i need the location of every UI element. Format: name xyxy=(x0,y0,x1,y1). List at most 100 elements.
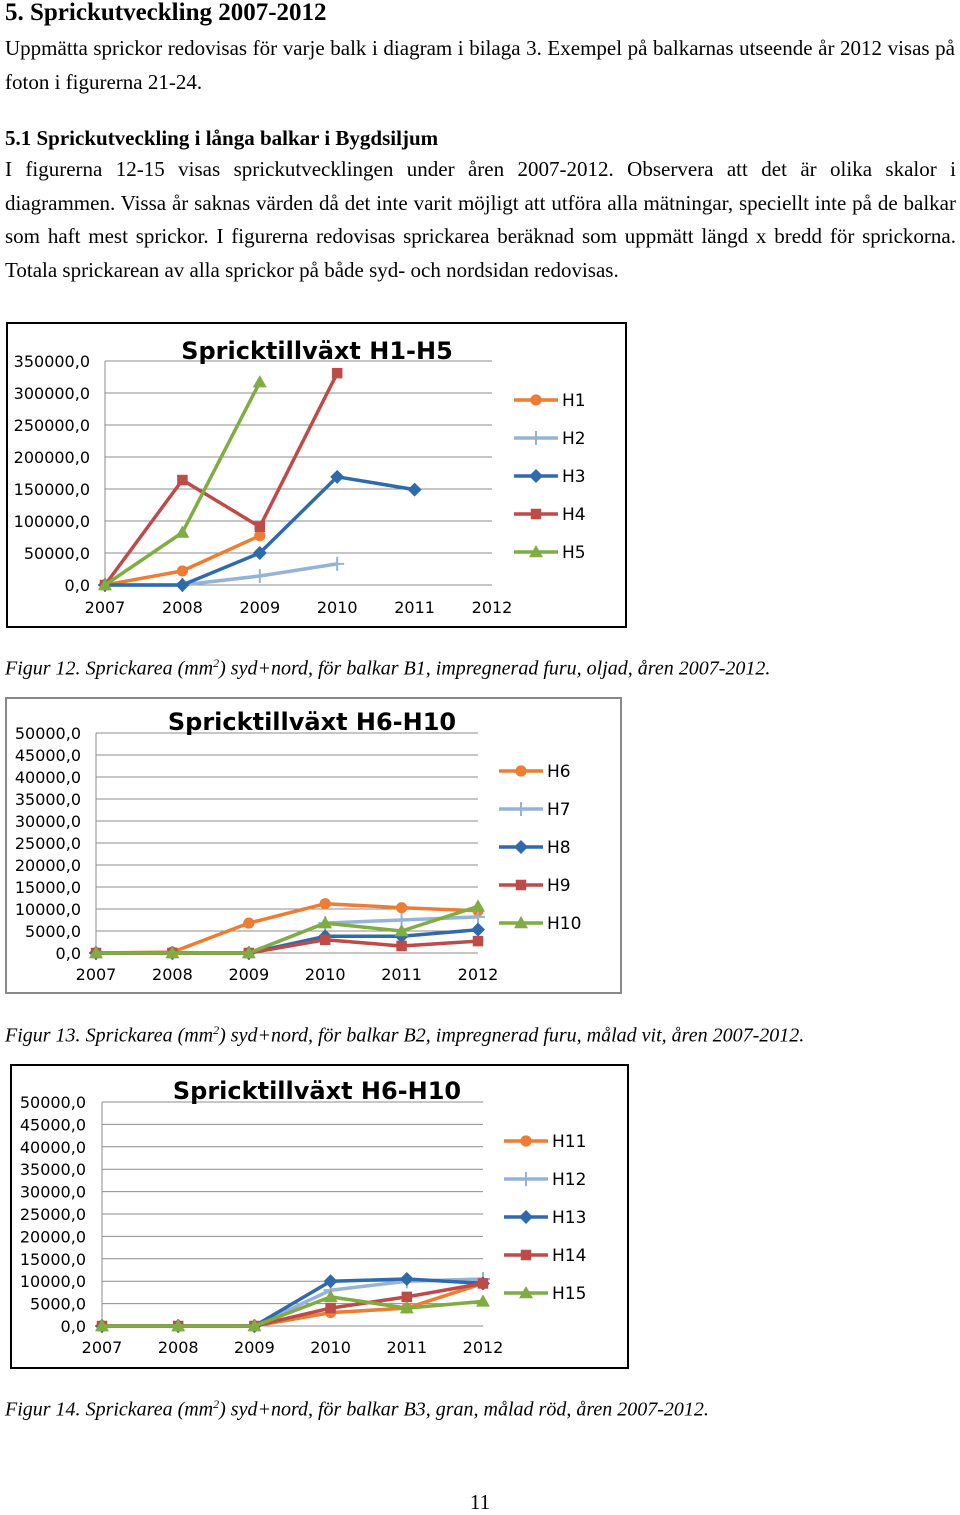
y-tick-label: 35000,0 xyxy=(20,1160,86,1179)
y-tick-label: 0,0 xyxy=(61,1317,86,1336)
legend-item: H9 xyxy=(499,876,571,896)
data-point xyxy=(331,367,343,379)
legend-marker xyxy=(515,879,527,891)
data-point xyxy=(477,1278,489,1289)
x-tick-label: 2010 xyxy=(317,598,358,617)
data-point xyxy=(394,924,409,937)
gridlines xyxy=(105,360,492,586)
caption-text-start: Sprickarea (mm xyxy=(85,1024,214,1047)
y-tick-label: 10000,0 xyxy=(20,1272,86,1291)
y-tick-label: 15000,0 xyxy=(20,1250,86,1269)
legend-label: H2 xyxy=(562,429,586,449)
data-point xyxy=(243,917,255,929)
body-paragraph: I figurerna 12-15 visas sprickutveckling… xyxy=(5,157,956,282)
chart-figure-13: 0,0 5000,0 10000,0 15000,0 20000,0 25000,0 300… xyxy=(5,697,622,994)
x-tick-label: 2012 xyxy=(458,965,499,984)
caption-superscript: 2 xyxy=(213,1397,220,1411)
data-point xyxy=(241,946,256,959)
legend-label: H15 xyxy=(552,1284,586,1304)
legend-label: H11 xyxy=(552,1132,586,1152)
x-tick-label: 2009 xyxy=(234,1338,275,1357)
legend-label: H12 xyxy=(552,1170,586,1190)
series-line xyxy=(105,562,338,587)
caption-text-start: Sprickarea (mm xyxy=(85,1398,214,1421)
x-tick-label: 2011 xyxy=(381,965,422,984)
data-point xyxy=(330,556,345,571)
series-line xyxy=(96,904,479,955)
data-point xyxy=(401,1291,413,1303)
x-tick-label: 2007 xyxy=(85,598,126,617)
y-tick-label: 25000,0 xyxy=(15,834,81,853)
legend-marker xyxy=(520,1135,532,1147)
figure-caption-14: Figur 14. Sprickarea (mm2) syd+nord, för… xyxy=(5,1392,709,1422)
data-point xyxy=(476,1294,490,1307)
series-h3 xyxy=(98,469,422,592)
caption-label: Figur 14. xyxy=(5,1398,81,1421)
caption-text-start: Sprickarea (mm xyxy=(85,657,214,680)
intro-paragraph: Uppmätta sprickor redovisas för varje ba… xyxy=(5,36,955,94)
data-point xyxy=(323,1274,338,1289)
x-tick-label: 2011 xyxy=(386,1338,427,1357)
data-point xyxy=(98,578,112,591)
series-line xyxy=(103,372,339,587)
y-tick-label: 200000,0 xyxy=(14,448,90,467)
x-tick-label: 2008 xyxy=(158,1338,199,1357)
data-point xyxy=(471,899,485,912)
caption-superscript: 2 xyxy=(213,1023,220,1037)
legend-marker xyxy=(520,1249,532,1261)
legend-marker xyxy=(514,916,528,929)
y-tick-label: 20000,0 xyxy=(15,856,81,875)
data-point xyxy=(254,521,266,533)
data-point xyxy=(95,1319,109,1332)
legend-label: H9 xyxy=(547,876,571,896)
legend-item: H1 xyxy=(514,391,586,411)
x-tick-label: 2007 xyxy=(76,965,117,984)
caption-text-end: ) syd+nord, för balkar B3, gran, målad r… xyxy=(219,1398,709,1421)
data-point xyxy=(325,1302,336,1314)
data-point xyxy=(252,569,267,584)
chart-title: Spricktillväxt H1-H5 xyxy=(181,337,453,365)
legend-marker xyxy=(519,1286,533,1299)
caption-label: Figur 13. xyxy=(5,1024,81,1047)
data-point xyxy=(323,1289,338,1303)
y-tick-label: 40000,0 xyxy=(15,768,81,787)
legend-label: H3 xyxy=(562,467,586,487)
caption-text-end: ) syd+nord, för balkar B1, impregnerad f… xyxy=(219,657,771,680)
legend-item: H4 xyxy=(514,505,586,525)
caption-text-end: ) syd+nord, för balkar B2, impregnerad f… xyxy=(219,1024,805,1047)
x-tick-label: 2009 xyxy=(228,965,269,984)
data-point xyxy=(407,482,422,497)
data-point xyxy=(165,946,180,959)
data-point xyxy=(175,525,190,538)
series-line xyxy=(102,1295,484,1328)
y-tick-label: 50000,0 xyxy=(15,724,81,743)
legend-marker xyxy=(529,469,543,483)
legend-item: H5 xyxy=(514,543,586,563)
gridlines xyxy=(96,732,478,954)
data-point xyxy=(399,1271,414,1286)
y-tick-label: 0,0 xyxy=(65,576,90,595)
y-tick-label: 300000,0 xyxy=(14,384,90,403)
y-tick-label: 30000,0 xyxy=(15,812,81,831)
data-point xyxy=(171,1319,186,1332)
chart-figure-12: 0,0 50000,0 100000,0 150000,0 200000,0 250000… xyxy=(6,322,627,628)
x-tick-label: 2009 xyxy=(239,598,280,617)
y-tick-label: 35000,0 xyxy=(15,790,81,809)
legend-label: H1 xyxy=(562,391,586,411)
legend-marker xyxy=(519,1210,533,1224)
data-point xyxy=(399,1301,414,1314)
legend-item: H10 xyxy=(499,914,581,934)
series-h5 xyxy=(98,375,267,591)
data-point xyxy=(89,946,103,959)
data-point xyxy=(471,922,485,937)
y-tick-label: 5000,0 xyxy=(30,1295,86,1314)
x-tick-label: 2008 xyxy=(162,598,203,617)
data-point xyxy=(254,530,266,542)
series-h4 xyxy=(99,367,343,591)
y-tick-label: 45000,0 xyxy=(15,746,81,765)
x-tick-label: 2007 xyxy=(82,1338,123,1357)
legend-marker xyxy=(514,802,528,816)
legend-marker xyxy=(514,840,528,854)
y-tick-label: 40000,0 xyxy=(20,1138,86,1157)
x-tick-label: 2011 xyxy=(394,598,435,617)
